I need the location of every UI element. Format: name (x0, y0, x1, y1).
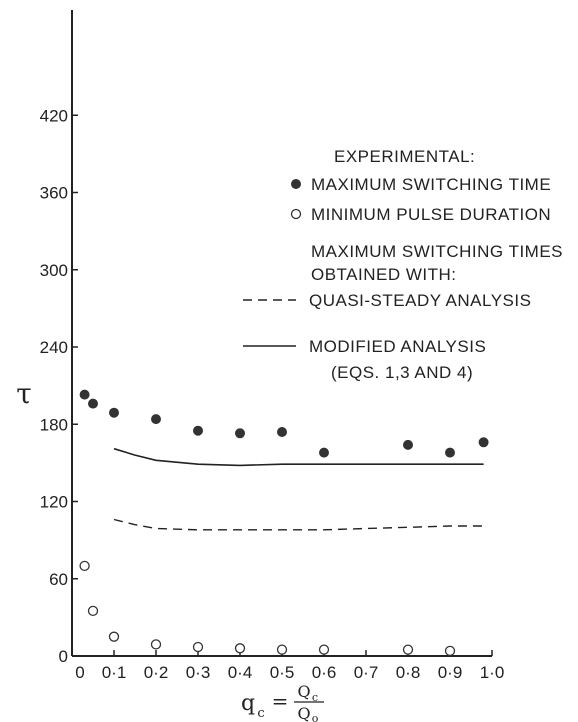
legend-quasi-steady-label: QUASI-STEADY ANALYSIS (309, 291, 531, 310)
max-switching-time-point (445, 447, 455, 458)
min-pulse-duration-point (276, 644, 288, 655)
legend-modified-line2: (EQS. 1,3 AND 4) (331, 363, 473, 382)
legend: EXPERIMENTAL: MAXIMUM SWITCHING TIME MIN… (243, 147, 563, 382)
x-tick-label: 0·6 (312, 663, 337, 682)
max-switching-time-point (151, 414, 161, 425)
x-tick-label: 0 (75, 663, 84, 682)
min-pulse-duration-point (402, 644, 414, 655)
x-axis-label: q c = Q c Q o (241, 682, 324, 722)
quasi-steady-curve (113, 518, 484, 531)
points (79, 389, 489, 657)
min-pulse-duration-point (192, 641, 204, 653)
x-tick-label: 0·2 (144, 663, 169, 682)
x-label-equals: = (272, 689, 289, 713)
x-tick-label: 0·4 (228, 663, 253, 682)
y-axis-label: τ (16, 377, 32, 410)
min-pulse-duration-point (318, 644, 330, 655)
modified-analysis-curve (113, 447, 484, 467)
max-switching-time-point (235, 428, 245, 439)
min-pulse-duration-point (108, 631, 120, 642)
legend-experimental-heading: EXPERIMENTAL: (334, 147, 475, 166)
x-label-denominator-sub: o (312, 712, 319, 722)
min-pulse-duration-point (79, 560, 90, 572)
max-switching-time-point (319, 447, 329, 458)
max-switching-time-point (403, 439, 413, 450)
axes (71, 10, 492, 657)
y-tick-label: 360 (40, 184, 68, 203)
max-switching-time-point (193, 425, 203, 436)
x-tick-label: 0·9 (438, 663, 463, 682)
max-switching-time-point (478, 437, 489, 448)
x-label-q-sub: c (257, 706, 264, 721)
legend-open-circle-marker (290, 208, 302, 220)
ticks: 0 0·1 0·2 0·3 0·4 0·5 0·6 0·7 0·8 0·9 1·0 0 60 120 180… (40, 106, 505, 682)
legend-min-pulse-label: MINIMUM PULSE DURATION (311, 205, 551, 224)
curves (113, 447, 484, 531)
y-tick-label: 60 (49, 570, 68, 589)
legend-max-switching-label: MAXIMUM SWITCHING TIME (311, 175, 551, 194)
legend-filled-circle-marker (291, 179, 301, 189)
y-tick-label: 120 (40, 493, 68, 512)
legend-obtained-line2: OBTAINED WITH: (311, 265, 457, 284)
legend-obtained-line1: MAXIMUM SWITCHING TIMES (311, 242, 563, 261)
min-pulse-duration-point (234, 643, 246, 654)
y-tick-label: 300 (40, 261, 68, 280)
x-label-q: q (241, 691, 255, 716)
y-tick-label: 420 (40, 106, 68, 125)
min-pulse-duration-point (444, 645, 456, 657)
x-tick-label: 0·8 (396, 663, 421, 682)
y-tick-label: 180 (40, 415, 68, 434)
x-tick-label: 0·7 (354, 663, 379, 682)
x-tick-label: 0·5 (270, 663, 295, 682)
max-switching-time-point (277, 427, 287, 437)
max-switching-time-point (88, 398, 98, 409)
x-tick-label: 0·3 (186, 663, 211, 682)
max-switching-time-point (109, 407, 119, 418)
x-tick-label: 1·0 (480, 663, 505, 682)
x-label-numerator: Q (297, 682, 310, 701)
x-label-denominator: Q (297, 704, 310, 722)
y-tick-label: 240 (40, 338, 68, 357)
min-pulse-duration-point (87, 605, 99, 617)
x-label-numerator-sub: c (312, 691, 318, 704)
max-switching-time-point (79, 389, 90, 400)
min-pulse-duration-point (150, 639, 162, 650)
y-tick-label: 0 (59, 647, 68, 666)
legend-modified-line1: MODIFIED ANALYSIS (309, 337, 486, 356)
x-tick-label: 0·1 (102, 663, 127, 682)
